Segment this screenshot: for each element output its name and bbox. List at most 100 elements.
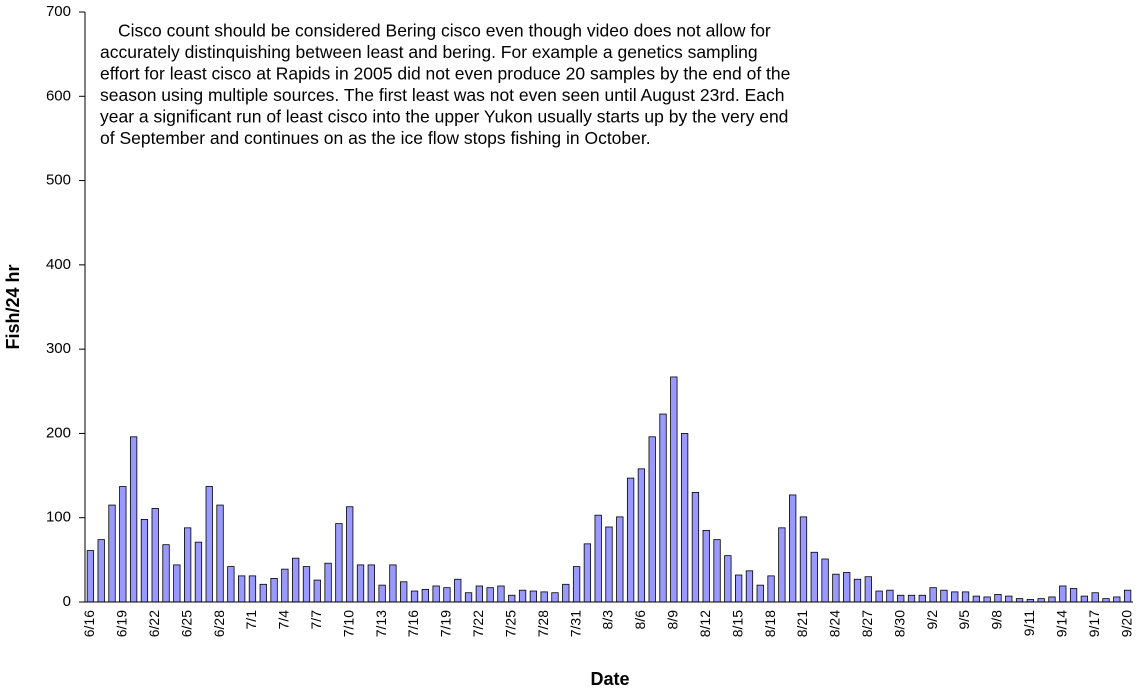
bar xyxy=(97,539,105,603)
y-tick-label: 400 xyxy=(46,256,71,273)
bar xyxy=(605,526,613,603)
bar xyxy=(324,562,332,603)
bar xyxy=(367,564,375,603)
x-tick-label: 8/24 xyxy=(827,610,843,637)
bar xyxy=(724,555,732,603)
bar xyxy=(616,516,624,603)
bar xyxy=(691,492,700,603)
y-tick-label: 100 xyxy=(46,509,71,526)
bar xyxy=(454,578,462,603)
bar xyxy=(1123,589,1132,603)
bar xyxy=(1059,585,1067,603)
x-tick-label: 7/31 xyxy=(567,610,583,637)
bar xyxy=(486,587,494,603)
bar xyxy=(680,433,689,603)
bar xyxy=(1005,595,1013,603)
bar xyxy=(778,527,786,603)
bar xyxy=(529,590,538,603)
x-tick-label: 7/22 xyxy=(470,610,486,637)
bar xyxy=(292,557,300,603)
bar xyxy=(238,575,246,603)
bar xyxy=(843,572,851,603)
bar xyxy=(162,544,170,603)
bar xyxy=(929,587,937,603)
bar xyxy=(886,589,894,603)
bar xyxy=(389,564,397,603)
bar xyxy=(1102,598,1110,603)
annotation: season using multiple sources. The first… xyxy=(100,85,785,105)
x-tick-label: 7/19 xyxy=(438,610,454,637)
x-tick-label: 7/4 xyxy=(276,610,292,630)
x-tick-label: 7/10 xyxy=(340,610,356,637)
x-tick-label: 8/3 xyxy=(600,610,616,630)
x-axis-label: Date xyxy=(590,669,629,689)
x-tick-label: 7/13 xyxy=(373,610,389,637)
x-tick-label: 6/19 xyxy=(114,610,130,637)
bar xyxy=(875,590,883,603)
bar xyxy=(897,594,905,603)
bar xyxy=(129,436,138,603)
bar xyxy=(194,541,203,603)
bar xyxy=(313,579,321,603)
x-tick-label: 9/2 xyxy=(924,610,940,630)
x-tick-label: 9/5 xyxy=(956,610,972,630)
x-tick-label: 6/28 xyxy=(211,610,227,637)
annotation: Cisco count should be considered Bering … xyxy=(118,21,771,41)
bar xyxy=(670,376,678,603)
bar xyxy=(151,508,159,603)
bar xyxy=(108,504,116,603)
x-tick-label: 8/9 xyxy=(665,610,681,630)
bar xyxy=(551,592,559,603)
bar xyxy=(1069,588,1078,603)
bar xyxy=(497,585,505,603)
bar xyxy=(421,588,429,603)
bar xyxy=(735,574,743,603)
x-tick-label: 9/14 xyxy=(1053,610,1069,637)
bar xyxy=(400,581,408,603)
bar xyxy=(1048,596,1056,603)
bar xyxy=(972,595,980,603)
x-tick-label: 6/25 xyxy=(178,610,194,637)
bar xyxy=(119,486,127,603)
bar xyxy=(475,585,483,603)
y-tick-label: 600 xyxy=(46,87,71,104)
bar xyxy=(853,578,862,603)
bar xyxy=(464,592,473,603)
bar xyxy=(335,523,343,603)
x-tick-label: 7/28 xyxy=(535,610,551,637)
x-tick-label: 9/17 xyxy=(1086,610,1102,637)
x-tick-label: 7/7 xyxy=(308,610,324,630)
bar xyxy=(594,514,602,603)
y-tick-label: 200 xyxy=(46,424,71,441)
bar xyxy=(183,527,192,603)
bar xyxy=(562,583,570,603)
bar xyxy=(1015,598,1024,603)
y-tick-label: 0 xyxy=(63,593,71,610)
x-tick-label: 8/12 xyxy=(697,610,713,637)
bar xyxy=(410,590,419,603)
x-tick-label: 8/18 xyxy=(762,610,778,637)
bar xyxy=(540,591,548,603)
bar xyxy=(756,584,764,603)
x-tick-label: 7/1 xyxy=(243,610,259,630)
x-tick-label: 7/25 xyxy=(502,610,518,637)
bar xyxy=(713,539,721,603)
annotation: accurately distinquishing between least … xyxy=(100,42,758,62)
bar xyxy=(173,564,181,603)
bar xyxy=(810,551,818,603)
bar xyxy=(302,566,311,603)
bar xyxy=(140,519,149,603)
bar xyxy=(799,516,808,603)
bar xyxy=(961,591,970,603)
bar xyxy=(518,589,527,603)
bar xyxy=(281,568,289,603)
bar xyxy=(832,573,840,603)
bar xyxy=(216,504,224,603)
bar xyxy=(940,589,948,603)
x-tick-label: 8/21 xyxy=(794,610,810,637)
x-tick-label: 9/8 xyxy=(989,610,1005,630)
x-tick-label: 8/30 xyxy=(891,610,907,637)
y-tick-label: 700 xyxy=(46,3,71,20)
y-tick-label: 300 xyxy=(46,340,71,357)
bar xyxy=(270,578,278,603)
